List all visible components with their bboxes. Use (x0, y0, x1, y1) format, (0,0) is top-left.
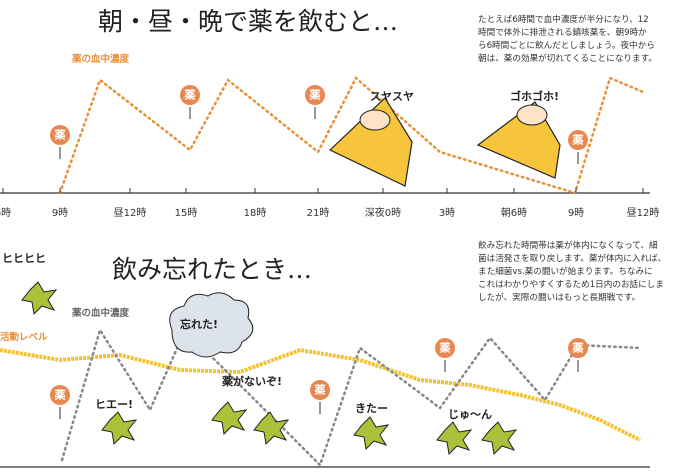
paragraph: たとえば6時間で血中濃度が半分になり、12 (478, 13, 649, 25)
pill-text: 薬 (310, 88, 322, 102)
pill (310, 380, 330, 400)
pill (305, 85, 325, 105)
tick-label: 3時 (439, 207, 455, 219)
pill-text: 薬 (315, 383, 327, 397)
tick-label: 18時 (244, 207, 267, 219)
tick-label: 昼12時 (114, 207, 147, 219)
tick-label: 朝6時 (501, 207, 527, 219)
annotation: 忘れた! (180, 317, 218, 331)
paragraph: 朝は、薬の効果が切れてくることになります。 (478, 52, 657, 64)
activity-label: 活動レベル (0, 331, 48, 343)
annotation: ヒヒヒヒ (2, 252, 46, 265)
tick-label: 21時 (307, 207, 330, 219)
paragraph: 時間で体外に排泄される鎮咳薬を、朝9時か (478, 26, 647, 38)
tick-label: 15時 (175, 207, 198, 219)
annotation: ゴホゴホ! (510, 89, 559, 103)
annotation: きたー (355, 402, 388, 415)
pill (568, 338, 588, 358)
title: 飲み忘れたとき… (112, 255, 312, 284)
line-label: 薬の血中濃度 (71, 307, 130, 319)
paragraph: したが、実際の闘いはもっと長期戦です。 (478, 291, 640, 303)
paragraph: ら6時間ごとに飲んだとしましょう。夜中から (478, 39, 655, 51)
annotation: 薬がないぞ! (222, 374, 282, 388)
paragraph: 菌は活発さを取り戻します。薬が体内に入れば、 (478, 252, 666, 264)
tick-label: 6時 (0, 207, 11, 219)
germs (21, 281, 518, 456)
pill (568, 130, 588, 150)
bubble (169, 292, 254, 358)
annotation: じゅ〜ん (448, 408, 492, 421)
pill (435, 338, 455, 358)
paragraph: また細菌vs.薬の闘いが始まります。ちなみに (478, 265, 653, 277)
concentration-line (58, 76, 645, 195)
paragraph: これはわかりやすくするため1日内のお話にしま (478, 278, 664, 290)
paragraph: 飲み忘れた時間帯は薬が体内になくなって、細 (478, 239, 658, 251)
annotation: ヒエー! (95, 398, 133, 411)
pill (180, 85, 200, 105)
tick-label: 9時 (568, 207, 584, 219)
annotation: スヤスヤ (370, 90, 414, 103)
tick-label: 昼12時 (627, 207, 660, 219)
tick-label: 9時 (52, 207, 68, 219)
tick-label: 深夜0時 (365, 206, 401, 219)
title: 朝・昼・晩で薬を飲むと… (98, 7, 398, 36)
pill-text: 薬 (185, 88, 197, 102)
bed (328, 97, 561, 187)
pill-text: 薬 (55, 388, 67, 402)
line-label: 薬の血中濃度 (71, 53, 130, 65)
concentration-line (60, 326, 642, 468)
pill (50, 385, 70, 405)
pill-text: 薬 (55, 128, 67, 142)
pill-text: 薬 (440, 341, 452, 355)
pill-text: 薬 (573, 133, 585, 147)
activity-line (0, 347, 641, 442)
pill (50, 125, 70, 145)
pill-text: 薬 (573, 341, 585, 355)
